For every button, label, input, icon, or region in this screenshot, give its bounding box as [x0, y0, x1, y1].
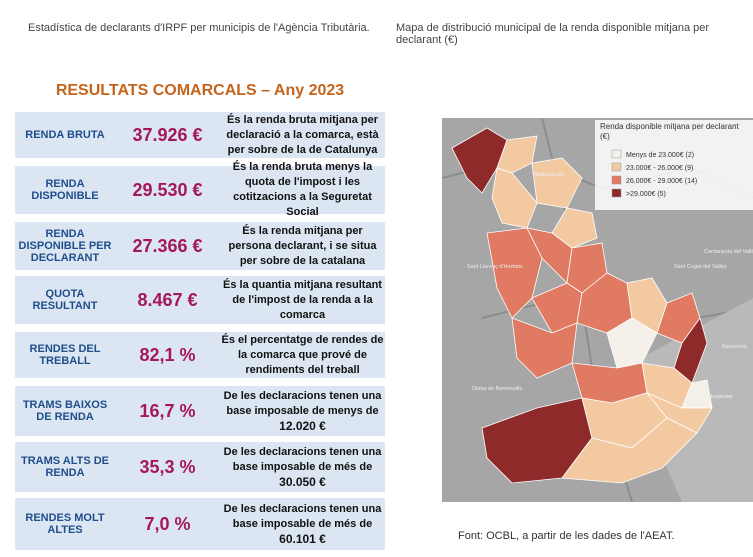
- row-value: 29.530 €: [132, 179, 203, 200]
- row-label: TRAMS BAIXOS DE RENDA: [22, 399, 108, 423]
- legend-box: [595, 120, 753, 210]
- result-row: QUOTA RESULTANT 8.467 € És la quantia mitj…: [15, 276, 385, 324]
- row-description: De les declaracions tenen una base impos…: [220, 442, 385, 492]
- legend-label: 26.000€ - 29.000€ (14): [626, 178, 697, 185]
- place-labels: Viladecavalls Sant Llorenç d'Hortons Sant …: [467, 172, 753, 400]
- row-description: És la quantia mitjana resultant de l'imp…: [220, 276, 385, 324]
- result-row: TRAMS BAIXOS DE RENDA 16,7 % De les declar…: [15, 386, 385, 436]
- result-row: RENDA BRUTA 37.926 € És la renda bruta mit…: [15, 112, 385, 158]
- place-label: Sant Llorenç d'Hortons: [467, 264, 523, 270]
- result-row: TRAMS ALTS DE RENDA 35,3 % De les declarac…: [15, 442, 385, 492]
- place-label: Viladecavalls: [532, 172, 564, 178]
- description-amount: 12.020 €: [279, 418, 326, 433]
- title: RESULTATS COMARCALS – Any 2023: [55, 82, 345, 99]
- legend: Renda disponible mitjana per declarant (…: [600, 122, 739, 198]
- legend-swatch: [611, 149, 622, 159]
- description-text: De les declaracions tenen una base impos…: [223, 502, 382, 530]
- header-right: Mapa de distribució municipal de la rend…: [396, 22, 710, 46]
- row-description: És la renda bruta mitjana per declaració…: [220, 112, 385, 158]
- municipalities: [451, 127, 713, 484]
- place-label: Olesa de Bonesvalls: [472, 386, 522, 392]
- legend-title: Renda disponible mitjana per declarant (…: [600, 122, 739, 141]
- description-text: És el percentatge de rendes de la comarc…: [221, 333, 384, 376]
- description-text: De les declaracions tenen una base impos…: [223, 445, 382, 473]
- row-value: 35,3 %: [139, 456, 196, 477]
- map: Renda disponible mitjana per declarant (…: [442, 118, 753, 502]
- header-left: Estadística de declarants d'IRPF per mun…: [28, 22, 370, 34]
- place-label: L'Hospitalet: [704, 394, 733, 400]
- description-amount: 60.101 €: [279, 531, 326, 546]
- legend-label: Menys de 23.000€ (2): [626, 152, 694, 159]
- row-label: QUOTA RESULTANT: [32, 288, 98, 312]
- row-value: 27.366 €: [132, 235, 203, 256]
- row-description: És la renda bruta menys la quota de l'im…: [220, 161, 385, 218]
- row-value: 8.467 €: [137, 289, 198, 310]
- legend-swatch: [611, 188, 622, 198]
- row-description: És el percentatge de rendes de la comarc…: [220, 332, 385, 378]
- legend-label: 23.000€ - 26.000€ (9): [626, 165, 693, 172]
- place-label: Barcelona: [722, 344, 748, 350]
- place-label: Sant Cugat del Vallès: [674, 264, 727, 270]
- legend-swatch: [611, 162, 622, 172]
- row-description: De les declaracions tenen una base impos…: [220, 498, 385, 550]
- legend-title-wrap: Renda disponible mitjana per declarant (…: [600, 122, 739, 141]
- row-description: De les declaracions tenen una base impos…: [220, 386, 385, 436]
- legend-label: >29.000€ (5): [626, 191, 666, 198]
- row-label: RENDA DISPONIBLE PER DECLARANT: [18, 228, 112, 264]
- row-value: 82,1 %: [139, 344, 196, 365]
- result-row: RENDA DISPONIBLE PER DECLARANT 27.366 € És…: [15, 222, 385, 270]
- row-value: 7,0 %: [144, 513, 191, 534]
- source: Font: OCBL, a partir de les dades de l'A…: [458, 530, 675, 542]
- result-row: RENDA DISPONIBLE 29.530 € És la renda brut…: [15, 161, 385, 218]
- legend-swatch: [611, 175, 622, 185]
- row-description: És la renda mitjana per persona declaran…: [220, 222, 385, 270]
- row-label: RENDA BRUTA: [25, 129, 105, 141]
- row-value: 16,7 %: [139, 400, 196, 421]
- row-value: 37.926 €: [132, 124, 203, 145]
- row-label: RENDA DISPONIBLE: [31, 178, 99, 202]
- result-row: RENDES DEL TREBALL 82,1 % És el percentatg…: [15, 332, 385, 378]
- result-row: RENDES MOLT ALTES 7,0 % De les declaracion…: [15, 498, 385, 550]
- description-text: De les declaracions tenen una base impos…: [223, 389, 382, 417]
- description-text: És la quantia mitjana resultant de l'imp…: [223, 278, 382, 321]
- description-amount: 30.050 €: [279, 474, 326, 489]
- description-text: És la renda bruta menys la quota de l'im…: [232, 161, 373, 218]
- row-label: RENDES MOLT ALTES: [25, 512, 105, 536]
- description-text: És la renda mitjana per persona declaran…: [228, 224, 377, 267]
- place-label: Cerdanyola del Vallès: [704, 249, 753, 255]
- row-label: TRAMS ALTS DE RENDA: [21, 455, 109, 479]
- row-label: RENDES DEL TREBALL: [29, 343, 101, 367]
- description-text: És la renda bruta mitjana per declaració…: [226, 113, 379, 156]
